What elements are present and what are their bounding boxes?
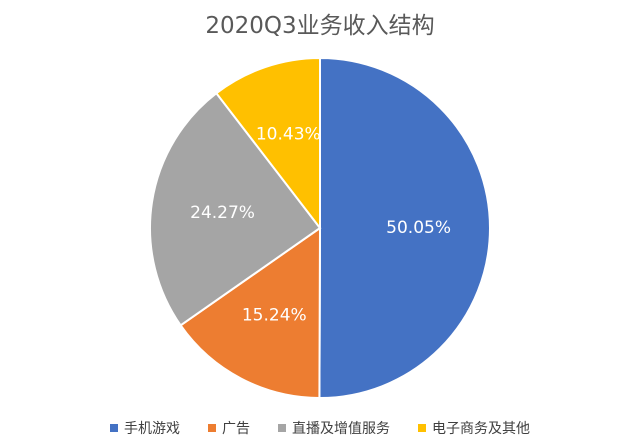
data-label-advertising: 15.24%: [242, 305, 307, 325]
legend-item-live-streaming-vas: 直播及增值服务: [278, 418, 390, 438]
pie-slice-mobile-games: [318, 56, 491, 399]
legend-label: 电子商务及其他: [432, 421, 530, 437]
data-label-mobile-games: 50.05%: [386, 218, 451, 238]
data-label-ecommerce-other: 10.43%: [256, 125, 321, 145]
chart-title: 2020Q3业务收入结构: [205, 13, 435, 39]
legend-swatch: [418, 424, 426, 432]
data-label-live-streaming-vas: 24.27%: [190, 203, 255, 223]
legend-swatch: [110, 424, 118, 432]
legend-label: 直播及增值服务: [292, 421, 390, 437]
chart-legend: 手机游戏 广告 直播及增值服务 电子商务及其他: [0, 418, 640, 438]
legend-swatch: [278, 424, 286, 432]
pie-slice-live-streaming-vas: [149, 91, 322, 327]
legend-item-ecommerce-other: 电子商务及其他: [418, 418, 530, 438]
pie-slice-ecommerce-other: [214, 56, 321, 231]
legend-item-advertising: 广告: [208, 418, 250, 438]
legend-swatch: [208, 424, 216, 432]
legend-label: 广告: [222, 421, 250, 437]
legend-label: 手机游戏: [124, 421, 180, 437]
pie-chart: 50.05% 15.24% 24.27% 10.43%: [149, 56, 491, 400]
legend-item-mobile-games: 手机游戏: [110, 418, 180, 438]
pie-slice-advertising: [179, 226, 322, 400]
